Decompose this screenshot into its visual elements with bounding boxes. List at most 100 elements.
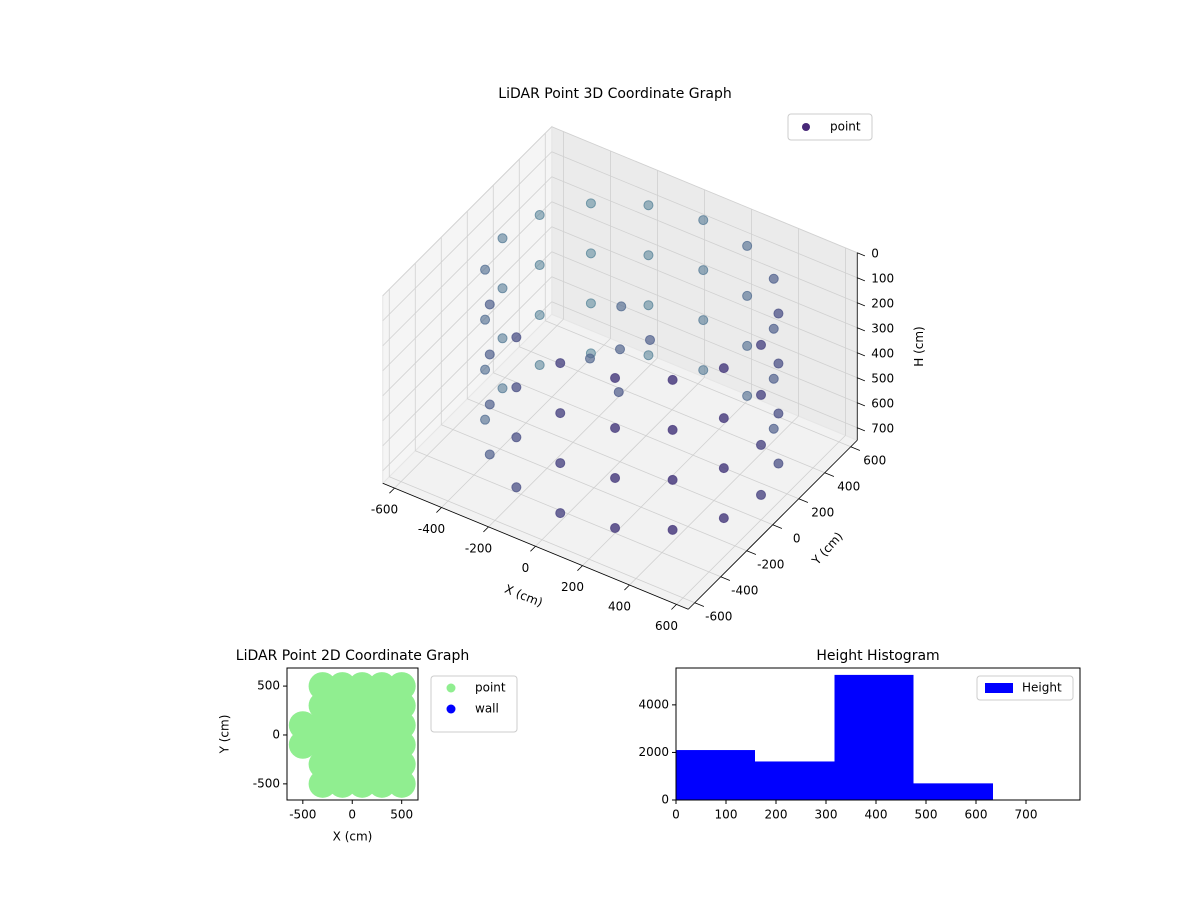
data-point [667, 524, 678, 535]
y-axis-line [687, 439, 858, 610]
tick-mark [577, 565, 583, 571]
plot-area [288, 672, 416, 798]
data-point [484, 449, 495, 460]
grid-line [551, 151, 858, 279]
grid-line [382, 251, 553, 422]
data-point [718, 413, 729, 424]
x-tick-label: 600 [965, 808, 988, 822]
data-point [328, 750, 357, 779]
tick-mark [857, 327, 866, 332]
data-point [718, 513, 729, 524]
data-point [387, 691, 416, 720]
data-point [585, 248, 596, 259]
x-tick-label: 0 [522, 561, 530, 575]
data-point [348, 691, 377, 720]
axes-frame [675, 667, 1081, 801]
bar [913, 783, 993, 800]
data-point [645, 334, 655, 345]
data-point [308, 769, 337, 798]
z-tick-label: 600 [871, 396, 894, 410]
data-point [698, 265, 709, 276]
z-tick-label: 0 [871, 246, 879, 260]
grid-line [389, 476, 695, 604]
data-point [643, 350, 654, 361]
x-tick-label: 600 [655, 619, 678, 633]
data-point [328, 711, 357, 740]
grid-line [551, 176, 858, 304]
data-point [348, 672, 377, 701]
data-point [742, 390, 753, 401]
grid-line [441, 424, 747, 552]
data-point [610, 422, 621, 433]
grid-line [382, 176, 553, 347]
x-tick-label: -200 [465, 541, 492, 555]
data-point [643, 300, 654, 311]
y-tick-label: 0 [661, 793, 669, 807]
grid-line [551, 276, 858, 404]
data-point [480, 414, 491, 425]
tick-mark [798, 498, 809, 503]
grid-line [551, 251, 858, 379]
y-axis-label: Y (cm) [809, 529, 846, 568]
data-point [534, 260, 545, 271]
data-point [756, 439, 766, 450]
data-point [742, 240, 753, 251]
z-tick-label: 700 [871, 421, 894, 435]
data-point [768, 273, 779, 284]
grid-line [382, 276, 553, 447]
data-point [742, 340, 753, 351]
y-tick-label: 0 [793, 531, 801, 545]
chart-title: LiDAR Point 3D Coordinate Graph [498, 86, 731, 102]
legend-label: Height [1022, 681, 1062, 695]
data-point [768, 323, 779, 334]
legend-marker [446, 704, 456, 714]
data-point [718, 363, 729, 374]
data-point [511, 332, 522, 343]
grid-line [551, 301, 858, 429]
data-point [348, 711, 377, 740]
y-tick-label: 200 [811, 505, 834, 519]
data-point [667, 374, 678, 385]
z-tick-label: 300 [871, 321, 894, 335]
data-point [387, 769, 416, 798]
data-point [534, 210, 545, 221]
data-point [308, 730, 337, 759]
grid-line [551, 126, 858, 254]
data-point [585, 353, 595, 364]
tick-mark [857, 277, 866, 282]
tick-mark [857, 377, 866, 382]
x-tick-label: 400 [865, 808, 888, 822]
y-tick-label: -500 [253, 776, 280, 790]
data-point [497, 283, 508, 294]
tick-mark [857, 252, 866, 257]
data-point [555, 358, 566, 369]
data-point [742, 290, 753, 301]
data-point [615, 344, 625, 355]
data-point [308, 691, 337, 720]
grid-line [382, 151, 553, 322]
data-point [555, 458, 566, 469]
tick-mark [483, 526, 489, 533]
y-tick-label: -400 [731, 583, 758, 597]
data-point [610, 372, 621, 383]
data-point [348, 730, 377, 759]
data-point [616, 301, 627, 312]
axes-frame [286, 667, 419, 801]
data-point [773, 358, 784, 369]
data-point [667, 424, 678, 435]
data-point [610, 472, 621, 483]
data-point [328, 730, 357, 759]
y-tick-label: 0 [272, 727, 280, 741]
data-point [756, 339, 766, 350]
y-tick-label: 600 [863, 453, 886, 467]
data-point [387, 711, 416, 740]
data-point [367, 672, 396, 701]
x-tick-label: -400 [418, 522, 445, 536]
x-tick-label: 300 [815, 808, 838, 822]
data-point [768, 373, 779, 384]
data-point [534, 360, 545, 371]
data-point [773, 408, 784, 419]
data-point [480, 264, 491, 275]
data-point [610, 522, 621, 533]
bar [834, 674, 914, 800]
